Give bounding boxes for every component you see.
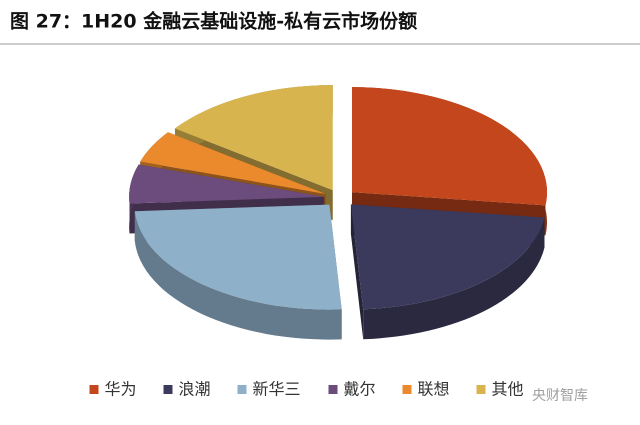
slice-side [363, 217, 545, 340]
legend-label: 华为 [105, 380, 137, 399]
legend-label: 戴尔 [344, 380, 376, 399]
watermark: 央财智库 [532, 388, 588, 404]
legend-swatch [89, 385, 99, 394]
legend-swatch [402, 385, 412, 394]
slice [352, 87, 548, 206]
pie [129, 85, 548, 340]
chart-title: 图 27：1H20 金融云基础设施-私有云市场份额 [10, 10, 417, 33]
slice [129, 164, 325, 204]
slice [350, 204, 545, 310]
legend-swatch [328, 385, 338, 394]
slice-cut [350, 204, 364, 340]
slice-side [134, 211, 342, 340]
legend-label: 浪潮 [179, 380, 211, 399]
legend-label: 新华三 [253, 380, 301, 399]
slice [174, 85, 333, 191]
legend: 华为 浪潮 新华三 戴尔 联想 其他 [89, 380, 524, 399]
legend-label: 联想 [418, 380, 450, 399]
slice [134, 204, 342, 310]
slice [140, 132, 326, 195]
legend-swatch [476, 385, 486, 394]
legend-swatch [163, 385, 173, 394]
legend-swatch [237, 385, 247, 394]
legend-label: 其他 [492, 380, 524, 399]
